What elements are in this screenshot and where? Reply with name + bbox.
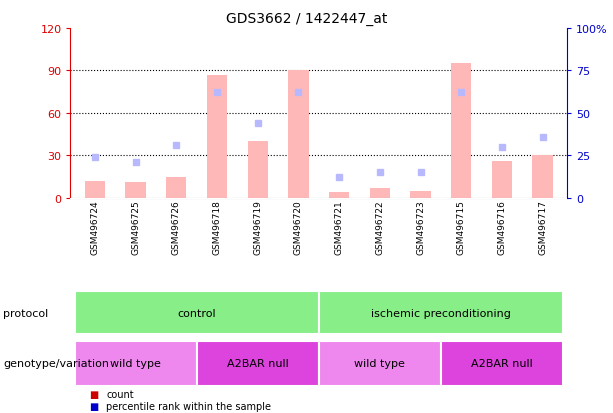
Bar: [441, 341, 563, 386]
Text: ■: ■: [89, 401, 98, 411]
Text: ■: ■: [89, 389, 98, 399]
Bar: [288, 71, 308, 198]
Text: protocol: protocol: [3, 308, 48, 318]
Text: GSM496726: GSM496726: [172, 200, 181, 255]
Bar: [329, 192, 349, 198]
Text: wild type: wild type: [110, 358, 161, 368]
Text: GSM496715: GSM496715: [457, 200, 466, 255]
Text: GSM496723: GSM496723: [416, 200, 425, 255]
Bar: [248, 142, 268, 198]
Bar: [451, 64, 471, 198]
Bar: [533, 156, 553, 198]
Text: GSM496716: GSM496716: [497, 200, 506, 255]
Text: GSM496719: GSM496719: [253, 200, 262, 255]
Bar: [75, 341, 197, 386]
Text: GSM496724: GSM496724: [90, 200, 99, 254]
Bar: [492, 161, 512, 198]
Text: GSM496720: GSM496720: [294, 200, 303, 255]
Text: percentile rank within the sample: percentile rank within the sample: [106, 401, 271, 411]
Text: count: count: [106, 389, 134, 399]
Text: control: control: [177, 308, 216, 318]
Text: GDS3662 / 1422447_at: GDS3662 / 1422447_at: [226, 12, 387, 26]
Text: GSM496721: GSM496721: [335, 200, 344, 255]
Bar: [370, 188, 390, 198]
Text: GSM496722: GSM496722: [375, 200, 384, 254]
Bar: [126, 183, 146, 198]
Text: A2BAR null: A2BAR null: [471, 358, 533, 368]
Text: GSM496718: GSM496718: [213, 200, 221, 255]
Bar: [410, 191, 431, 198]
Text: GSM496725: GSM496725: [131, 200, 140, 255]
Bar: [319, 292, 563, 334]
Bar: [75, 292, 319, 334]
Text: ischemic preconditioning: ischemic preconditioning: [371, 308, 511, 318]
Text: A2BAR null: A2BAR null: [227, 358, 289, 368]
Text: GSM496717: GSM496717: [538, 200, 547, 255]
Bar: [207, 76, 227, 198]
Text: wild type: wild type: [354, 358, 405, 368]
Bar: [166, 177, 186, 198]
Bar: [319, 341, 441, 386]
Bar: [197, 341, 319, 386]
Text: genotype/variation: genotype/variation: [3, 358, 109, 368]
Bar: [85, 181, 105, 198]
